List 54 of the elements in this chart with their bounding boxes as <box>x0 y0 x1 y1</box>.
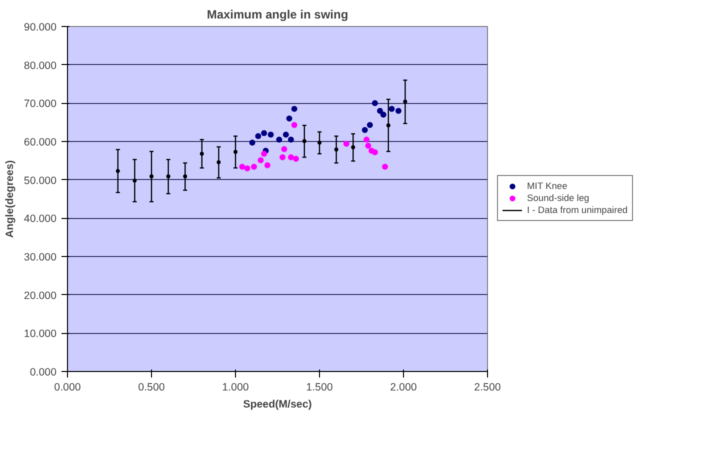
point <box>282 132 289 138</box>
point <box>388 106 395 112</box>
point <box>268 132 274 138</box>
point <box>382 164 388 170</box>
point <box>280 154 286 160</box>
point <box>365 142 372 149</box>
y-tick-label: 70.000 <box>24 98 57 110</box>
legend-label: Sound-side leg <box>527 192 590 204</box>
point <box>291 122 298 128</box>
point <box>249 140 256 146</box>
x-tick-label: 1.000 <box>222 382 249 394</box>
x-tick-label: 2.500 <box>474 382 501 394</box>
point <box>376 108 383 114</box>
x-tick-label: 0.000 <box>54 382 81 394</box>
point <box>292 156 299 162</box>
x-tick-label: 2.000 <box>390 382 417 394</box>
y-tick-label: 90.000 <box>24 22 57 34</box>
point <box>258 157 264 164</box>
point <box>372 100 378 106</box>
x-axis-title: Speed(M/sec) <box>243 398 312 410</box>
y-axis-title: Angle(degrees) <box>4 160 16 238</box>
y-tick-label: 30.000 <box>24 252 57 264</box>
x-tick-label: 0.500 <box>138 382 165 394</box>
point <box>362 127 368 133</box>
point <box>255 133 262 140</box>
y-tick-label: 10.000 <box>24 328 57 340</box>
legend-label: MIT Knee <box>527 180 568 192</box>
point <box>286 116 292 122</box>
x-tick-label: 1.500 <box>306 382 333 394</box>
point <box>261 130 268 136</box>
point <box>244 165 250 172</box>
point <box>380 112 386 118</box>
point <box>288 154 294 160</box>
point <box>276 136 282 143</box>
y-tick-label: 0.000 <box>30 366 57 378</box>
point <box>288 136 294 143</box>
point <box>281 146 288 152</box>
point <box>343 140 350 147</box>
y-tick-label: 50.000 <box>24 174 57 187</box>
y-tick-label: 80.000 <box>24 60 57 72</box>
y-tick-label: 20.000 <box>24 290 57 302</box>
y-tick-label: 60.000 <box>24 136 57 148</box>
point <box>366 122 373 128</box>
point <box>372 149 378 156</box>
point <box>264 162 270 168</box>
legend-label: I - Data from unimpaired <box>527 204 628 216</box>
point <box>250 164 257 170</box>
point <box>291 106 298 112</box>
point <box>364 136 370 143</box>
y-tick-label: 40.000 <box>24 213 57 226</box>
chart-title: Maximum angle in swing <box>206 8 348 22</box>
point <box>261 150 268 157</box>
point <box>239 164 246 170</box>
point <box>395 108 402 114</box>
